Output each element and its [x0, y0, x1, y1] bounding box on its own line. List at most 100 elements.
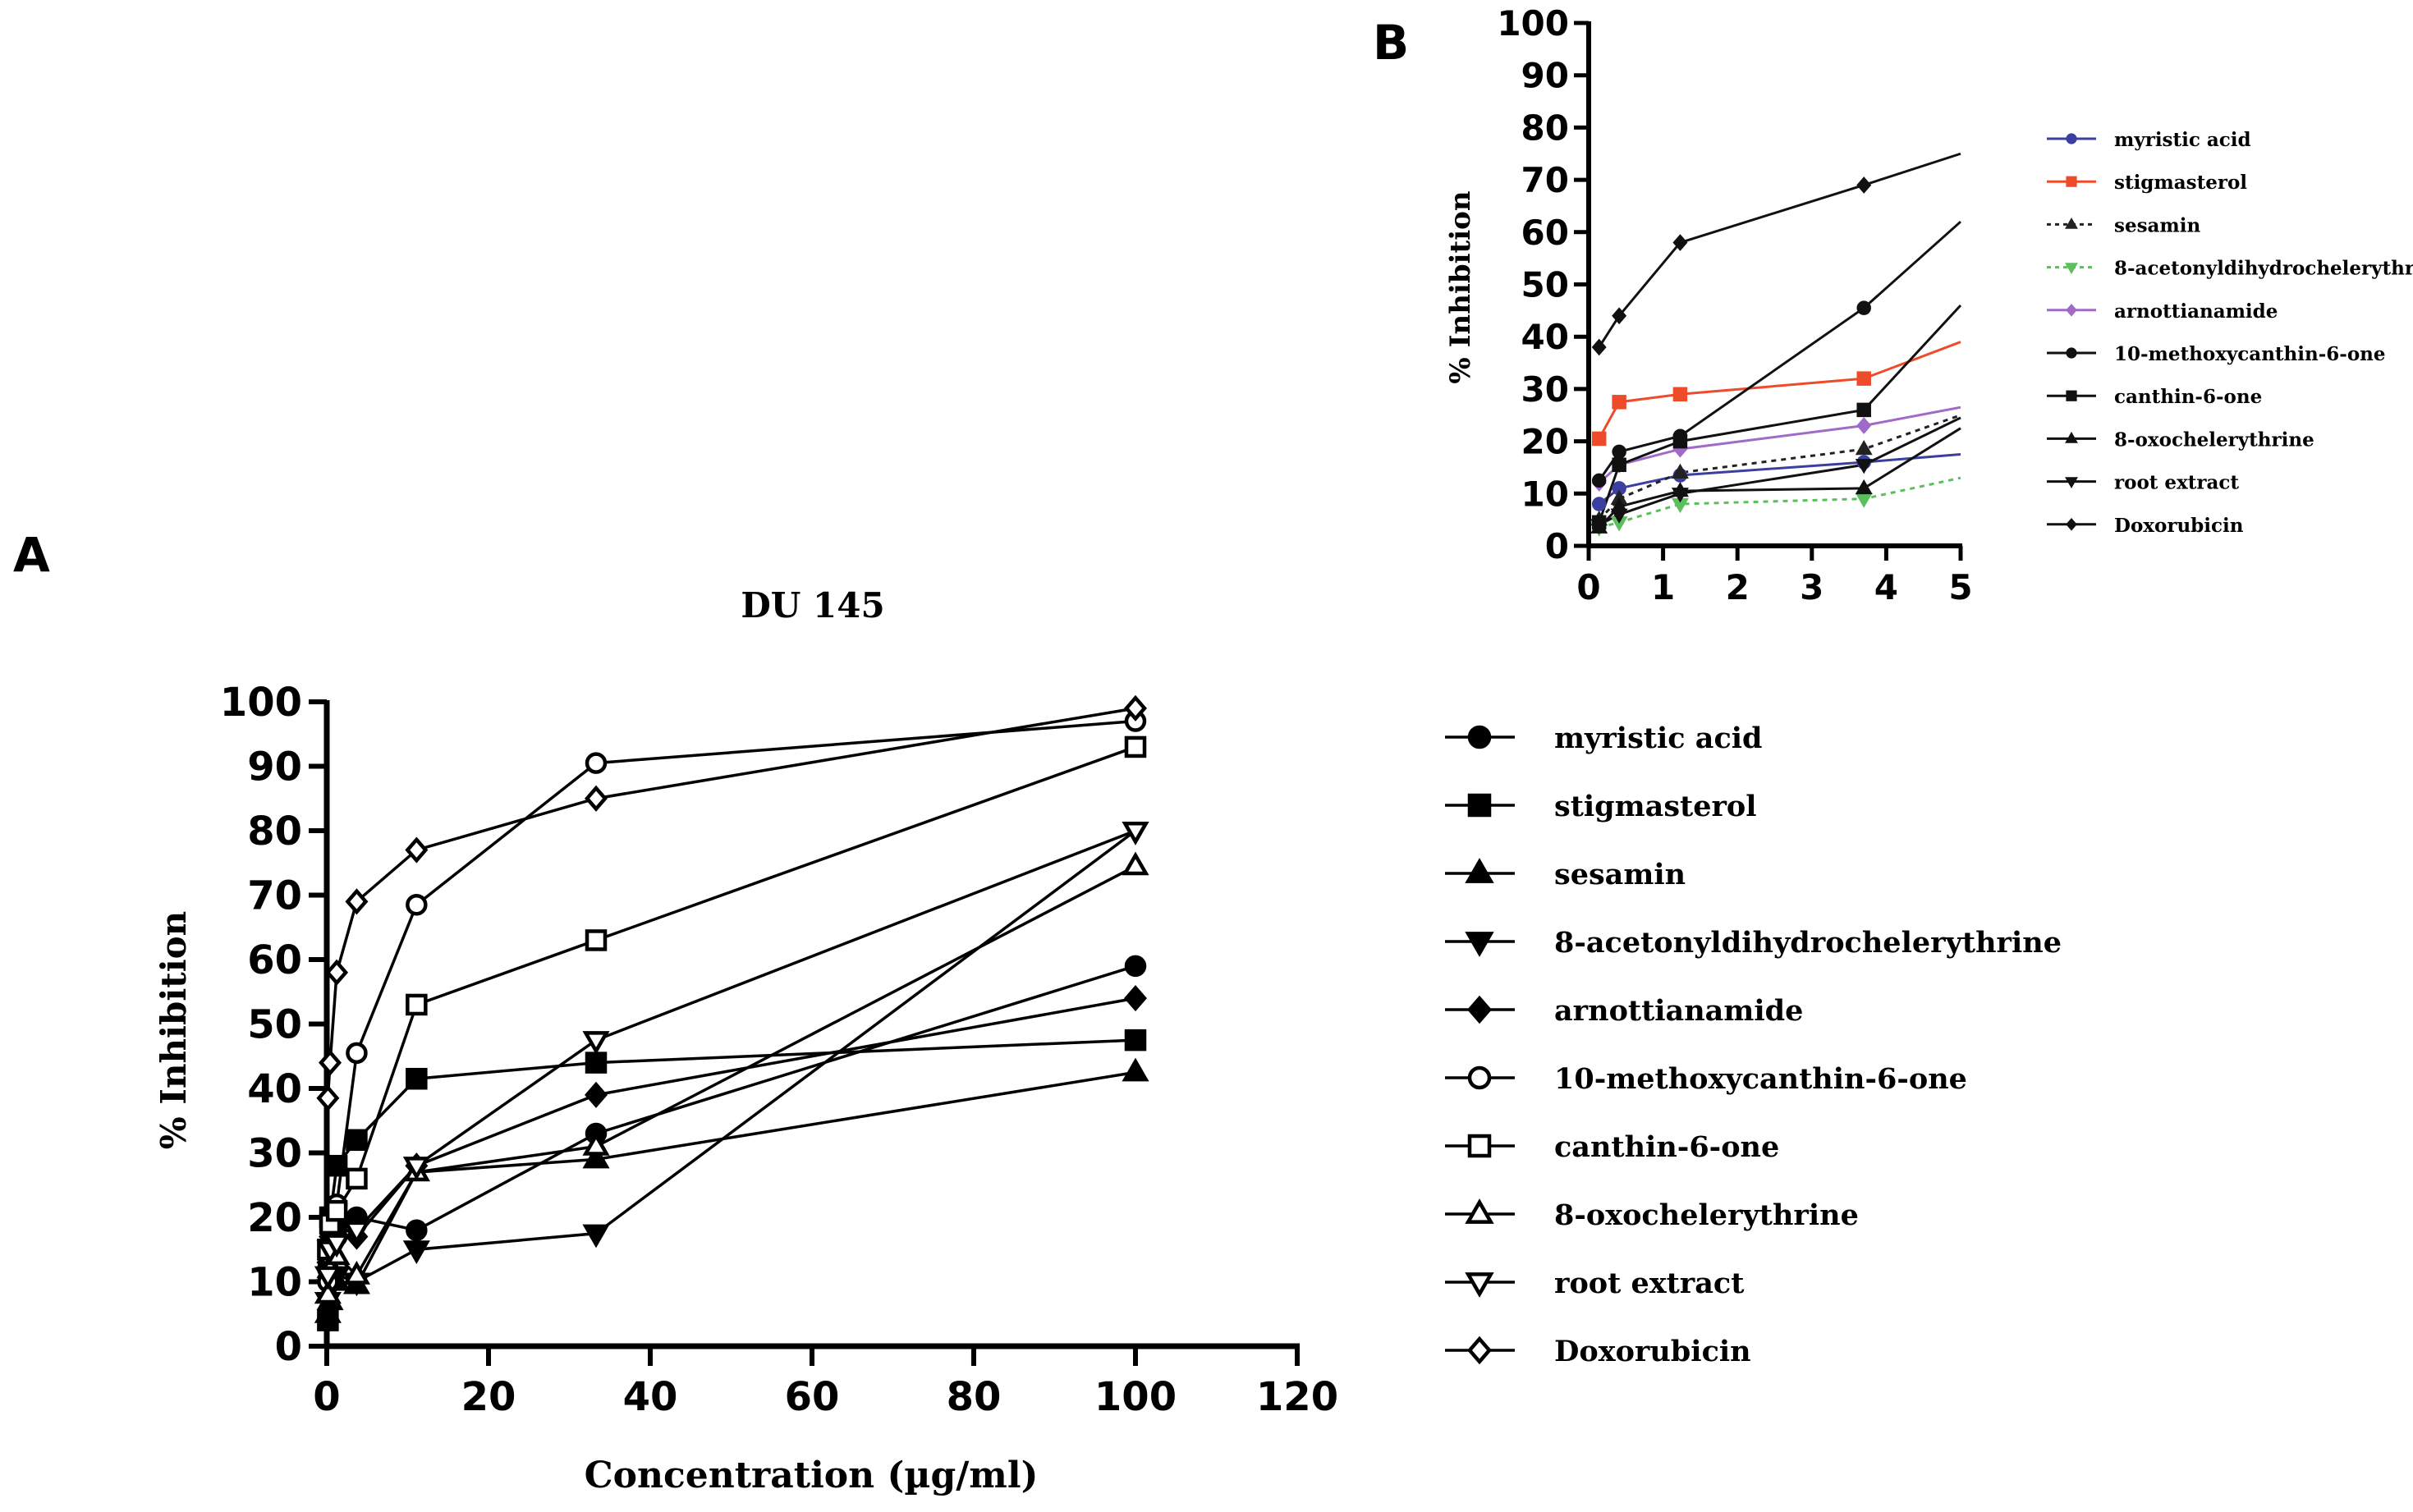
panel-a-legend-label-stigmasterol: stigmasterol: [1554, 790, 1757, 823]
panel-b-y-tick-label: 0: [1545, 526, 1569, 566]
panel-a-line-8-oxochelerythrine: [326, 864, 1136, 1295]
panel-a-title: DU 145: [741, 585, 884, 625]
panel-a-legend-marker-8-acetonyldihydrochelerythrine: [1465, 932, 1494, 957]
panel-a-point-doxorubicin: [405, 836, 429, 864]
panel-a-y-tick-label: 90: [247, 745, 302, 790]
panel-a-point-root-extract: [402, 1157, 430, 1180]
panel-b-legend-label-root-extract: root extract: [2114, 472, 2239, 494]
panel-a-line-canthin-6-one: [326, 745, 1136, 1250]
panel-b-y-tick-label: 50: [1521, 265, 1569, 305]
panel-a-point-8-oxochelerythrine: [1122, 851, 1149, 876]
panel-a-x-tick-label: 20: [461, 1374, 516, 1420]
panel-a-legend-label-doxorubicin: Doxorubicin: [1554, 1335, 1751, 1368]
panel-a-x-tick-label: 80: [947, 1374, 1002, 1420]
panel-b-point-root-extract: [1590, 519, 1608, 534]
panel-a-point-root-extract: [1122, 821, 1149, 845]
panel-b-point-doxorubicin: [1856, 176, 1872, 194]
panel-a-point-stigmasterol: [406, 1067, 428, 1090]
panel-a-x-tick-label: 120: [1256, 1374, 1338, 1420]
panel-b-point-10-methoxycanthin-6-one: [1612, 444, 1626, 460]
panel-b-x-tick-label: 5: [1948, 567, 1972, 607]
panel-a-line-doxorubicin: [326, 707, 1136, 1098]
panel-a-point-stigmasterol: [585, 1052, 608, 1074]
panel-b-legend-marker-canthin-6-one: [2066, 390, 2077, 401]
panel-a-line-8-acetonyldihydrochelerythrine: [326, 829, 1137, 1302]
panel-a-x-tick-label: 60: [785, 1374, 840, 1420]
panel-a-legend-marker-stigmasterol: [1467, 793, 1492, 818]
panel-a-x-tick-label: 0: [313, 1374, 340, 1420]
panel-a-point-stigmasterol: [346, 1129, 368, 1152]
panel-b-point-canthin-6-one: [1612, 457, 1626, 473]
panel-a-point-doxorubicin: [1124, 694, 1147, 722]
panel-b-point-doxorubicin: [1612, 307, 1627, 325]
panel-a-legend: myristic acid stigmasterol sesamin 8-aceton…: [1445, 722, 2062, 1368]
panel-b-legend-label-stigmasterol: stigmasterol: [2114, 172, 2247, 194]
panel-b-y-tick-label: 30: [1521, 369, 1569, 410]
panel-a-legend-marker-doxorubicin: [1467, 1336, 1492, 1365]
panel-b-point-root-extract: [1671, 488, 1689, 503]
panel-a-point-stigmasterol: [325, 1154, 348, 1177]
panel-a-point-arnottianamide: [585, 1081, 608, 1108]
panel-a-legend-label-canthin-6-one: canthin-6-one: [1554, 1130, 1779, 1164]
panel-a-legend-marker-canthin-6-one: [1467, 1134, 1492, 1158]
panel-a-legend-label-8-acetonyldihydrochelerythrine: 8-acetonyldihydrochelerythrine: [1554, 926, 2062, 960]
panel-a-legend-marker-10-methoxycanthin-6-one: [1467, 1065, 1492, 1090]
panel-b-y-axis-label: % Inhibition: [1444, 190, 1477, 383]
panel-b-legend: myristic acid stigmasterol sesamin 8-aceton…: [2047, 129, 2413, 537]
panel-b-point-root-extract: [1610, 508, 1628, 524]
panel-b-y-tick-label: 80: [1521, 108, 1569, 148]
panel-b-legend-label-10-methoxycanthin-6-one: 10-methoxycanthin-6-one: [2114, 343, 2386, 365]
panel-b-point-sesamin: [1855, 440, 1873, 456]
panel-b-point-stigmasterol: [1612, 395, 1626, 410]
panel-a-point-myristic-acid: [1124, 955, 1147, 978]
panel-a-plot: 0 10 20 30 40 50 60 70 80 90 100 0 20 40 60 80 100 120: [220, 680, 1338, 1420]
panel-a-legend-marker-8-oxochelerythrine: [1465, 1198, 1494, 1224]
panel-a-line-arnottianamide: [326, 997, 1136, 1263]
panel-a-point-10-methoxycanthin-6-one: [585, 752, 608, 774]
panel-a-point-root-extract: [323, 1234, 351, 1258]
panel-a-point-canthin-6-one: [406, 993, 428, 1016]
panel-a-point-sesamin: [582, 1144, 610, 1169]
panel-a-legend-label-root-extract: root extract: [1554, 1267, 1744, 1300]
panel-a-y-tick-label: 40: [247, 1066, 302, 1112]
panel-a-point-root-extract: [314, 1266, 342, 1290]
panel-a-y-axis-label: % Inhibition: [154, 911, 194, 1149]
panel-a-point-doxorubicin: [325, 959, 349, 986]
panel-b-y-tick-label: 10: [1521, 474, 1569, 514]
panel-a-line-sesamin: [326, 1070, 1136, 1315]
panel-b-point-10-methoxycanthin-6-one: [1591, 473, 1607, 488]
panel-a-point-canthin-6-one: [346, 1167, 368, 1190]
panel-b-point-stigmasterol: [1591, 431, 1607, 447]
panel-b-y-tick-label: 60: [1521, 213, 1569, 253]
panel-b-line-10-methoxycanthin-6-one: [1598, 220, 1961, 482]
panel-a-point-canthin-6-one: [325, 1199, 348, 1222]
panel-a-point-sesamin: [1122, 1057, 1149, 1082]
panel-b-legend-label-8-oxochelerythrine: 8-oxochelerythrine: [2114, 428, 2314, 451]
panel-b-y-tick-label: 90: [1521, 56, 1569, 96]
panel-b-plot: 0 10 20 30 40 50 60 70 80 90 100 0 1 2 3 4 5: [1497, 3, 1972, 607]
panel-b-x-tick-label: 1: [1651, 567, 1675, 607]
panel-b-legend-label-8-acetonyldihydrochelerythrine: 8-acetonyldihydrochelerythrine: [2114, 258, 2413, 280]
panel-a-legend-marker-sesamin: [1465, 858, 1494, 883]
panel-a-legend-label-10-methoxycanthin-6-one: 10-methoxycanthin-6-one: [1554, 1062, 1967, 1096]
panel-a-legend-label-myristic-acid: myristic acid: [1554, 722, 1763, 755]
panel-a-y-tick-label: 20: [247, 1195, 302, 1241]
panel-a-line-myristic-acid: [326, 964, 1136, 1270]
panel-a-point-doxorubicin: [345, 888, 369, 915]
panel-a-point-10-methoxycanthin-6-one: [406, 894, 428, 916]
panel-a-point-doxorubicin: [316, 1084, 340, 1111]
panel-a-point-root-extract: [582, 1031, 610, 1055]
panel-b-point-stigmasterol: [1856, 371, 1871, 386]
panel-b-point-sesamin: [1671, 463, 1689, 479]
panel-b-y-tick-label: 20: [1521, 422, 1569, 462]
panel-a-legend-marker-root-extract: [1465, 1272, 1494, 1298]
panel-b-legend-label-arnottianamide: arnottianamide: [2114, 300, 2278, 323]
panel-a-line-root-extract: [326, 829, 1136, 1276]
panel-b-point-arnottianamide: [1856, 417, 1872, 434]
panel-a-point-8-oxochelerythrine: [582, 1131, 610, 1156]
panel-b-point-8-acetonyldihydrochelerythrine: [1855, 493, 1873, 508]
panel-b-point-doxorubicin: [1672, 234, 1688, 251]
panel-a-x-axis-label: Concentration (µg/ml): [585, 1455, 1039, 1496]
panel-a-point-canthin-6-one: [585, 929, 608, 951]
